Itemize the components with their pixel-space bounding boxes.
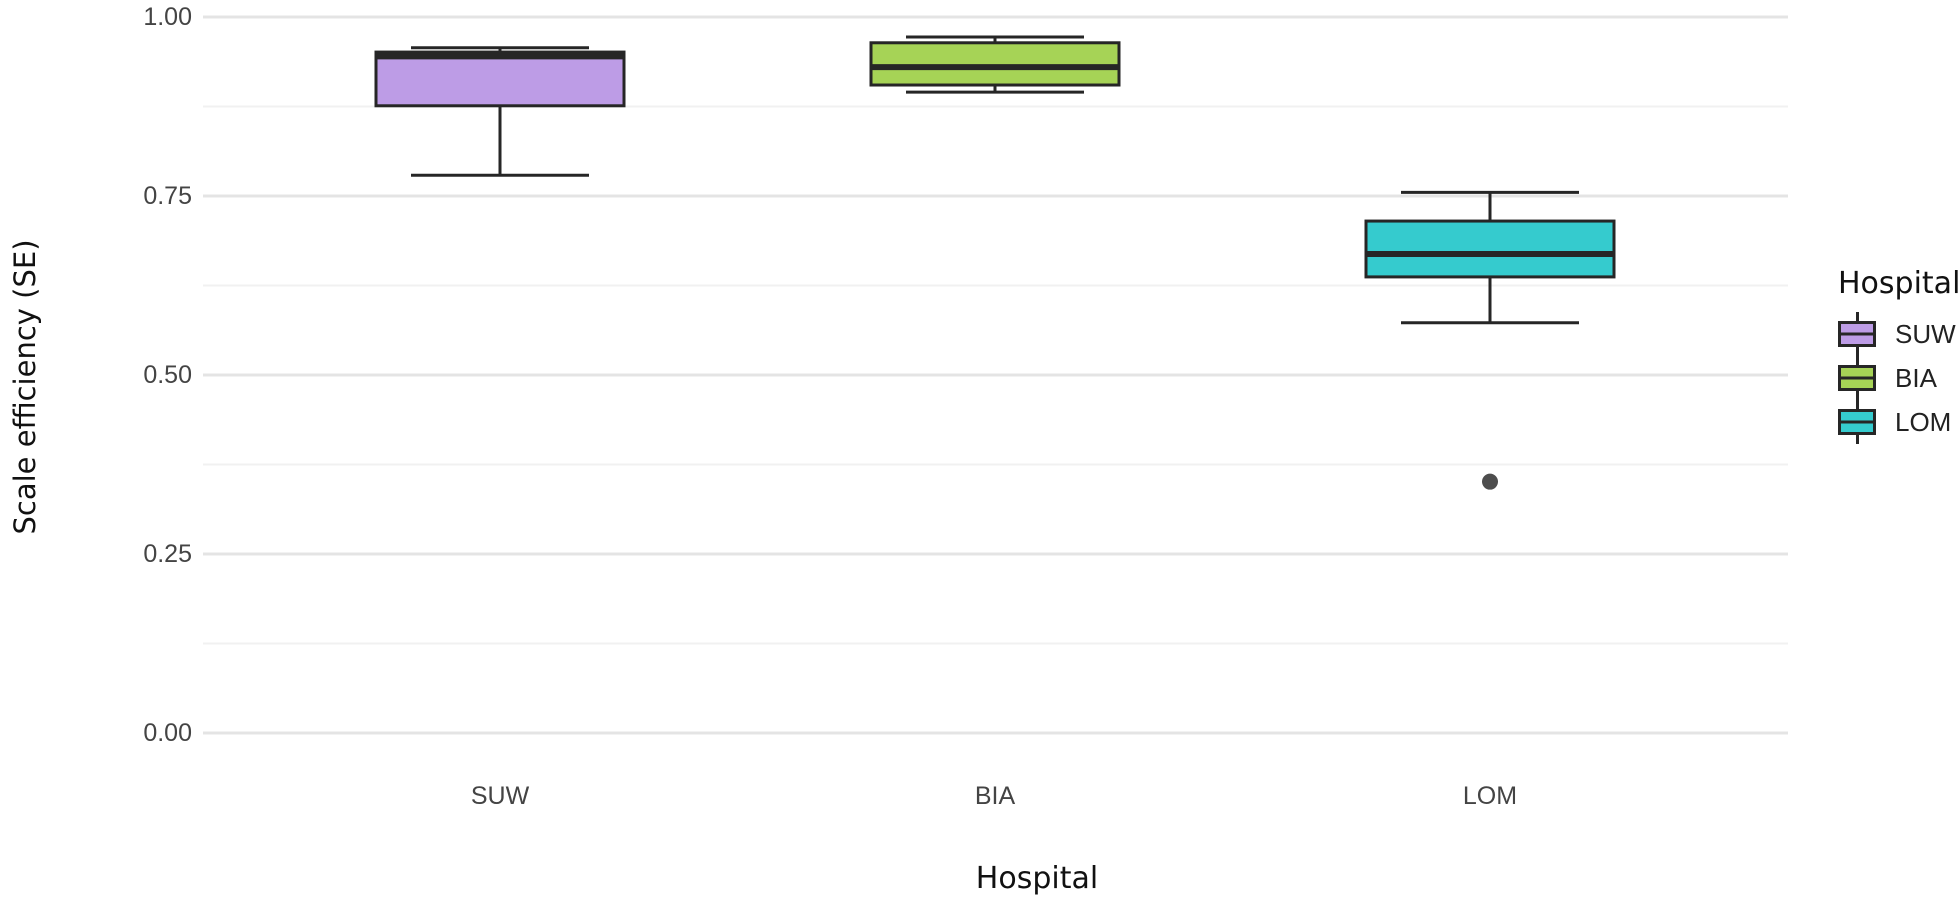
x-axis-title: Hospital [975,861,1099,896]
boxplot-key-icon [1835,312,1879,356]
y-tick-label: 0.50 [143,361,192,389]
key-box [1838,409,1876,435]
legend-item-lom: LOM [1835,400,1960,444]
outlier-point-lom [1482,473,1498,490]
legend-item-label: LOM [1895,406,1952,437]
x-tick-label-lom: LOM [1462,782,1518,810]
y-tick-label: 1.00 [143,3,192,31]
legend-item-suw: SUW [1835,312,1960,356]
boxplot-box-lom [1364,219,1616,279]
x-tick-label-bia: BIA [974,782,1016,810]
y-axis: 1.00 0.75 0.50 0.25 0.00 [0,0,192,900]
boxplot-key-icon [1835,400,1879,444]
y-tick-label: 0.75 [143,182,192,210]
legend-item-bia: BIA [1835,356,1960,400]
y-tick-label: 0.00 [143,719,192,747]
boxplot-box-bia [869,41,1121,87]
key-median-line [1841,420,1873,424]
legend-item-label: SUW [1895,318,1956,349]
boxplot-box-suw [374,50,626,108]
key-box [1838,321,1876,347]
legend: Hospital SUW BIA [1835,266,1960,444]
y-tick-label: 0.25 [143,540,192,568]
x-tick-label-suw: SUW [470,782,530,810]
key-median-line [1841,376,1873,380]
key-box [1838,365,1876,391]
legend-item-label: BIA [1895,362,1937,393]
legend-title: Hospital [1838,266,1960,301]
key-median-line [1841,332,1873,336]
boxplot-key-icon [1835,356,1879,400]
